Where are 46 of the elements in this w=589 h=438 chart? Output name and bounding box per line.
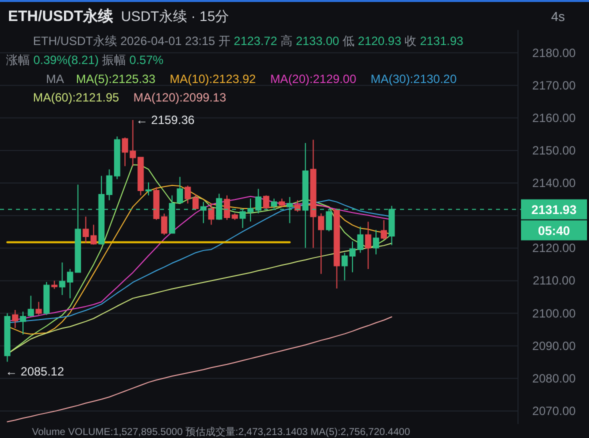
candlestick bbox=[4, 312, 10, 362]
chart-subtitle: USDT永续 · 15分 bbox=[121, 8, 230, 24]
annotation: 涨幅 0.39%(8.21) 振幅 0.57% bbox=[6, 53, 164, 67]
candlestick bbox=[208, 203, 214, 226]
y-tick-label: 2090.00 bbox=[532, 338, 576, 353]
y-tick-label: 2070.00 bbox=[532, 404, 576, 418]
text: 4s bbox=[551, 9, 566, 24]
y-tick-label: 2140.00 bbox=[532, 176, 576, 190]
annotation: ← 2159.36 bbox=[136, 113, 195, 127]
candlestick bbox=[380, 220, 387, 240]
y-tick-label: 2170.00 bbox=[532, 78, 576, 92]
text: MA(30):2130.20 bbox=[370, 72, 457, 86]
text: 05:40 bbox=[538, 224, 570, 238]
text: MA(5):2125.33 bbox=[76, 72, 156, 86]
candlestick bbox=[278, 198, 285, 208]
text: MA(20):2129.00 bbox=[270, 72, 357, 86]
y-tick-label: 2080.00 bbox=[532, 371, 576, 386]
y-tick-label: 2180.00 bbox=[532, 46, 576, 60]
candlestick bbox=[263, 194, 270, 211]
line-series bbox=[6, 316, 392, 422]
candlestick bbox=[334, 208, 340, 290]
candlestick bbox=[372, 229, 380, 255]
text: MA(60):2121.95 bbox=[33, 90, 120, 104]
candlestick bbox=[43, 282, 50, 316]
y-tick-label: 2110.00 bbox=[532, 274, 576, 288]
text: Volume VOLUME:1,527,895.5000 预估成交量:2,473,213.1403 MA(5):2,756,720.4400 bbox=[32, 426, 410, 438]
candlestick bbox=[51, 280, 58, 290]
text: MA(10):2123.92 bbox=[170, 72, 256, 86]
candlestick bbox=[20, 311, 26, 335]
y-tick-label: 2160.00 bbox=[532, 110, 576, 125]
ref-line-label: 2131.93 bbox=[531, 202, 577, 217]
candlestick bbox=[12, 310, 18, 328]
y-tick-label: 2150.00 bbox=[532, 143, 576, 158]
annotation: ← 2085.12 bbox=[5, 364, 64, 379]
y-tick-label: 2100.00 bbox=[532, 306, 576, 320]
candlestick bbox=[28, 295, 34, 318]
candlestick bbox=[365, 221, 372, 270]
candlestick bbox=[342, 252, 348, 281]
y-tick-label: 2120.00 bbox=[532, 241, 576, 256]
candlestick bbox=[36, 301, 42, 316]
chart-title: ETH/USDT永续 bbox=[8, 7, 114, 25]
text: MA(120):2099.13 bbox=[133, 90, 226, 104]
text: ETH/USDT永续 2026-04-01 23:15 开 2123.72 高 2133.00 低 2120.93 收 2131.93 bbox=[33, 34, 464, 48]
candlestick bbox=[145, 182, 152, 196]
candlestick bbox=[176, 176, 183, 204]
annotation: MA bbox=[46, 72, 64, 86]
